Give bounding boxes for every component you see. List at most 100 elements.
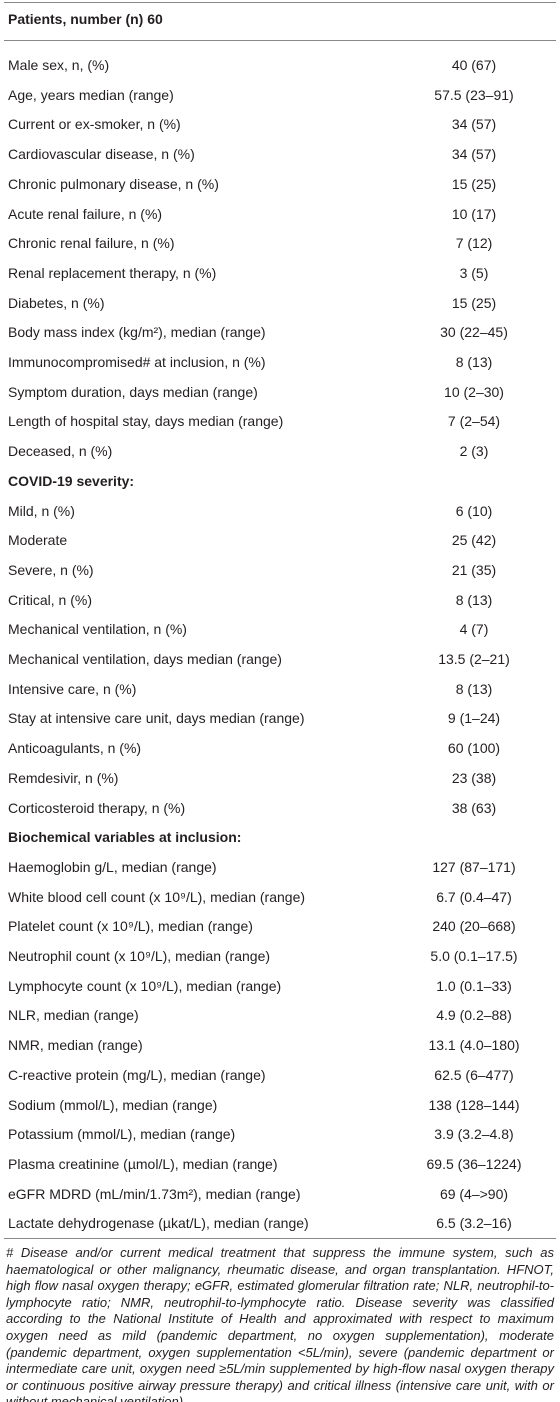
row-label: Stay at intensive care unit, days median… <box>8 710 305 727</box>
section-title: COVID-19 severity: <box>8 472 135 489</box>
row-value: 10 (17) <box>451 205 497 222</box>
row-label: Lymphocyte count (x 10⁹/L), median (rang… <box>8 977 282 994</box>
table-row: Anticoagulants, n (%) 60 (100) <box>4 734 556 764</box>
table-row: Diabetes, n (%) 15 (25) <box>4 289 556 319</box>
rule <box>4 2 556 3</box>
row-value: 4.9 (0.2–88) <box>436 1007 512 1024</box>
table-row: Symptom duration, days median (range) 10 … <box>4 378 556 408</box>
row-label: NLR, median (range) <box>8 1007 139 1024</box>
row-label: Platelet count (x 10⁹/L), median (range) <box>8 918 253 935</box>
row-label: Neutrophil count (x 10⁹/L), median (rang… <box>8 948 271 964</box>
row-value: 13.1 (4.0–180) <box>428 1037 520 1054</box>
row-value: 34 (57) <box>451 146 497 163</box>
row-label: C-reactive protein (mg/L), median (range… <box>8 1066 266 1083</box>
row-label: Current or ex-smoker, n (%) <box>8 116 181 133</box>
row-label: Male sex, n, (%) <box>8 57 110 73</box>
row-label: Acute renal failure, n (%) <box>8 205 163 222</box>
row-label: NMR, median (range) <box>8 1037 143 1054</box>
row-label: Body mass index (kg/m²), median (range) <box>8 324 266 341</box>
row-value: 7 (12) <box>455 235 493 252</box>
header-text: Patients, number (n) 60 <box>8 11 163 27</box>
table-row: NLR, median (range) 4.9 (0.2–88) <box>4 1001 556 1031</box>
rule <box>4 1238 556 1239</box>
row-label: Moderate <box>8 532 68 549</box>
row-value: 4 (7) <box>459 621 489 638</box>
row-value: 3.9 (3.2–4.8) <box>434 1126 514 1143</box>
table-row: Neutrophil count (x 10⁹/L), median (rang… <box>4 942 556 972</box>
table-row: Lactate dehydrogenase (µkat/L), median (… <box>4 1209 556 1239</box>
table-row: Mechanical ventilation, n (%) 4 (7) <box>4 615 556 645</box>
table-row: Mild, n (%) 6 (10) <box>4 497 556 527</box>
table-row: Corticosteroid therapy, n (%) 38 (63) <box>4 794 556 824</box>
row-label: Deceased, n (%) <box>8 443 113 460</box>
row-value: 15 (25) <box>451 175 497 192</box>
table-row: NMR, median (range) 13.1 (4.0–180) <box>4 1031 556 1061</box>
table-row: Severe, n (%) 21 (35) <box>4 556 556 586</box>
table-row: Chronic pulmonary disease, n (%) 15 (25) <box>4 170 556 200</box>
table-row: Renal replacement therapy, n (%) 3 (5) <box>4 259 556 289</box>
row-label: Immunocompromised# at inclusion, n (%) <box>8 354 266 370</box>
row-value: 6.5 (3.2–16) <box>436 1215 512 1232</box>
table-row: Length of hospital stay, days median (ra… <box>4 407 556 437</box>
rule <box>4 40 556 41</box>
table-row: Sodium (mmol/L), median (range) 138 (128–… <box>4 1091 556 1121</box>
table-row: Intensive care, n (%) 8 (13) <box>4 675 556 705</box>
row-label: Anticoagulants, n (%) <box>8 740 142 757</box>
row-label: eGFR MDRD (mL/min/1.73m²), median (range… <box>8 1185 301 1202</box>
row-value: 6.7 (0.4–47) <box>436 888 512 905</box>
row-value: 23 (38) <box>451 769 497 786</box>
row-value: 5.0 (0.1–17.5) <box>430 948 518 964</box>
table-row: Deceased, n (%) 2 (3) <box>4 437 556 467</box>
row-value: 57.5 (23–91) <box>434 86 514 103</box>
row-value: 34 (57) <box>451 116 497 133</box>
table-row: Mechanical ventilation, days median (ran… <box>4 645 556 675</box>
row-value: 69 (4–>90) <box>439 1185 509 1202</box>
row-label: Mild, n (%) <box>8 502 75 519</box>
row-label: Potassium (mmol/L), median (range) <box>8 1126 236 1143</box>
row-label: Renal replacement therapy, n (%) <box>8 264 217 281</box>
table-row: eGFR MDRD (mL/min/1.73m²), median (range… <box>4 1180 556 1210</box>
row-label: Intensive care, n (%) <box>8 680 137 697</box>
row-label: Sodium (mmol/L), median (range) <box>8 1096 218 1113</box>
row-label: Mechanical ventilation, days median (ran… <box>8 651 282 667</box>
table-row: Age, years median (range) 57.5 (23–91) <box>4 81 556 111</box>
row-value: 2 (3) <box>459 443 489 460</box>
row-label: Symptom duration, days median (range) <box>8 383 258 400</box>
table-row: White blood cell count (x 10⁹/L), median… <box>4 883 556 913</box>
row-value: 7 (2–54) <box>447 413 501 430</box>
row-label: Haemoglobin g/L, median (range) <box>8 858 217 875</box>
row-label: Severe, n (%) <box>8 561 94 578</box>
section-row: COVID-19 severity: <box>4 467 556 497</box>
table-row: Remdesivir, n (%) 23 (38) <box>4 764 556 794</box>
section-row: Biochemical variables at inclusion: <box>4 823 556 853</box>
row-label: Corticosteroid therapy, n (%) <box>8 799 186 816</box>
row-label: Chronic pulmonary disease, n (%) <box>8 175 219 192</box>
row-label: Diabetes, n (%) <box>8 294 105 311</box>
row-value: 60 (100) <box>447 740 501 757</box>
row-value: 8 (13) <box>455 354 493 370</box>
table-row: Platelet count (x 10⁹/L), median (range)… <box>4 912 556 942</box>
row-value: 138 (128–144) <box>428 1096 520 1113</box>
row-value: 240 (20–668) <box>432 918 516 935</box>
row-value: 10 (2–30) <box>444 383 504 400</box>
row-value: 6 (10) <box>455 502 493 519</box>
table-row: Potassium (mmol/L), median (range) 3.9 (3… <box>4 1120 556 1150</box>
row-label: Age, years median (range) <box>8 86 174 103</box>
row-value: 8 (13) <box>455 680 493 697</box>
table-row: Stay at intensive care unit, days median… <box>4 704 556 734</box>
table-row: Moderate 25 (42) <box>4 526 556 556</box>
row-value: 38 (63) <box>451 799 497 816</box>
table-row: C-reactive protein (mg/L), median (range… <box>4 1061 556 1091</box>
row-label: Cardiovascular disease, n (%) <box>8 146 195 163</box>
row-value: 40 (67) <box>451 57 497 73</box>
row-value: 3 (5) <box>459 264 489 281</box>
row-value: 1.0 (0.1–33) <box>436 977 512 994</box>
row-label: Lactate dehydrogenase (µkat/L), median (… <box>8 1215 309 1232</box>
row-value: 69.5 (36–1224) <box>426 1155 522 1172</box>
table-row: Body mass index (kg/m²), median (range) 3… <box>4 318 556 348</box>
row-value: 127 (87–171) <box>432 858 516 875</box>
row-value: 62.5 (6–477) <box>434 1066 514 1083</box>
header-row: Patients, number (n) 60 <box>4 5 556 35</box>
row-value: 9 (1–24) <box>447 710 501 727</box>
row-label: White blood cell count (x 10⁹/L), median… <box>8 888 306 905</box>
